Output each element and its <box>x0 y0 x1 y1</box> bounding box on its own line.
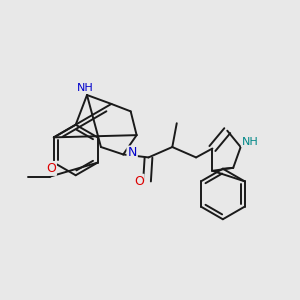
Text: NH: NH <box>242 137 259 147</box>
Text: O: O <box>46 162 56 175</box>
Text: NH: NH <box>77 82 94 93</box>
Text: O: O <box>134 175 144 188</box>
Text: N: N <box>128 146 137 160</box>
